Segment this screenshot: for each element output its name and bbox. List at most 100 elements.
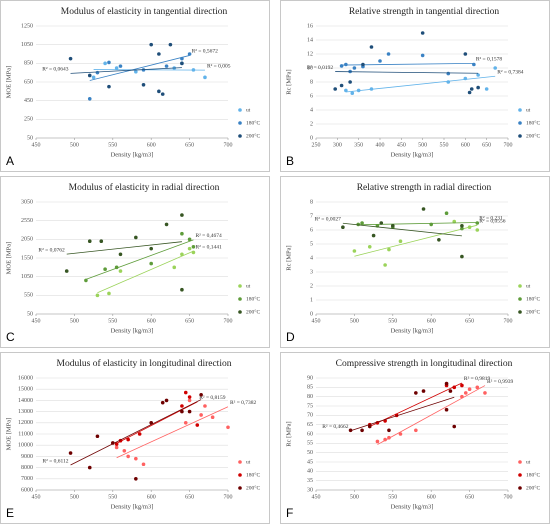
point [95, 293, 100, 298]
panel-label: F [286, 506, 293, 520]
y-tick-label: 60 [307, 431, 313, 437]
panel-frame [0, 176, 270, 348]
point [414, 428, 418, 433]
point [191, 250, 196, 255]
point [421, 389, 426, 393]
y-tick-label: 35 [307, 478, 313, 484]
y-tick-label: 1 [310, 297, 313, 303]
x-tick-label: 250 [312, 142, 321, 148]
point [180, 409, 184, 414]
point [103, 267, 107, 271]
legend-marker [238, 473, 242, 477]
panel-label: C [6, 330, 15, 344]
panel-label: A [6, 154, 14, 168]
panel-frame [280, 0, 550, 172]
y-axis-label: Rc [MPa] [285, 421, 292, 446]
point [387, 247, 391, 252]
y-axis-label: MOE [MPa] [5, 242, 12, 275]
legend-marker [518, 297, 522, 301]
point [210, 415, 215, 419]
point [463, 52, 468, 56]
chart-panel: Compressive strength in longitudinal dir… [280, 352, 550, 524]
point [126, 437, 130, 442]
r2-annotation: R² = 0,0027 [315, 217, 342, 223]
y-tick-label: 75 [307, 403, 313, 409]
legend-label: ut [526, 107, 531, 113]
r2-annotation: R² = 0,005 [207, 63, 231, 69]
x-tick-label: 650 [185, 318, 194, 324]
point [87, 97, 92, 101]
point [460, 224, 464, 228]
point [180, 252, 184, 257]
x-axis-label: Density [kg/m3] [391, 151, 434, 158]
y-tick-label: 8000 [21, 465, 33, 471]
y-tick-label: 1550 [21, 255, 33, 261]
point [360, 428, 364, 433]
trendline [93, 69, 205, 71]
chart-panel: Relative strength in tangential directio… [280, 0, 550, 172]
x-tick-label: 500 [70, 142, 79, 148]
point [383, 263, 387, 267]
x-tick-label: 550 [440, 142, 449, 148]
point [191, 68, 196, 72]
point [452, 424, 457, 429]
x-tick-label: 700 [224, 142, 233, 148]
point [375, 439, 380, 444]
chart-panel: Modulus of elasticity in longitudinal di… [0, 352, 270, 524]
point [460, 383, 464, 388]
legend-marker [518, 460, 522, 464]
point [475, 228, 480, 232]
r2-annotation: R² = 0,0556 [479, 218, 506, 224]
point [180, 231, 184, 236]
legend-marker [238, 108, 242, 112]
chart-title: Modulus of elasticity in longitudinal di… [57, 358, 232, 369]
point [149, 246, 153, 251]
x-tick-label: 450 [397, 142, 406, 148]
x-tick-label: 550 [108, 142, 117, 148]
panel-frame [0, 0, 270, 172]
point [118, 64, 123, 68]
point [95, 70, 100, 75]
y-tick-label: 1050 [21, 274, 33, 280]
legend-label: 200°C [246, 308, 260, 315]
point [134, 456, 138, 461]
panel-frame [280, 176, 550, 348]
trendline [377, 385, 486, 445]
x-tick-label: 650 [465, 494, 474, 500]
legend-label: ut [246, 283, 251, 289]
point [134, 69, 138, 74]
legend-marker [518, 284, 522, 288]
point [134, 477, 138, 481]
y-tick-label: 50 [27, 311, 33, 317]
legend-label: 200°C [526, 308, 540, 315]
r2-annotation: R² = 0,9819 [464, 376, 491, 382]
point [187, 52, 192, 56]
point [387, 435, 391, 440]
trendline [354, 224, 478, 257]
point [68, 56, 73, 61]
point [356, 88, 361, 93]
y-tick-label: 4 [310, 255, 313, 261]
y-tick-label: 2 [310, 283, 313, 289]
point [160, 400, 165, 405]
point [420, 31, 425, 35]
x-tick-label: 600 [427, 318, 436, 324]
point [195, 423, 200, 427]
point [444, 407, 449, 412]
point [460, 394, 464, 399]
y-tick-label: 850 [24, 61, 33, 67]
point [460, 254, 464, 259]
point [141, 83, 146, 87]
trendline [116, 406, 229, 459]
legend-label: 180°C [526, 471, 540, 478]
point [191, 245, 196, 249]
point [199, 413, 203, 417]
point [361, 62, 365, 67]
panel-frame [0, 352, 270, 524]
y-tick-label: 11000 [18, 431, 33, 437]
x-tick-label: 500 [350, 494, 359, 500]
legend-marker [238, 310, 242, 314]
point [107, 84, 111, 89]
y-tick-label: 2550 [21, 218, 33, 224]
r2-annotation: R² = 0,7382 [230, 400, 257, 406]
